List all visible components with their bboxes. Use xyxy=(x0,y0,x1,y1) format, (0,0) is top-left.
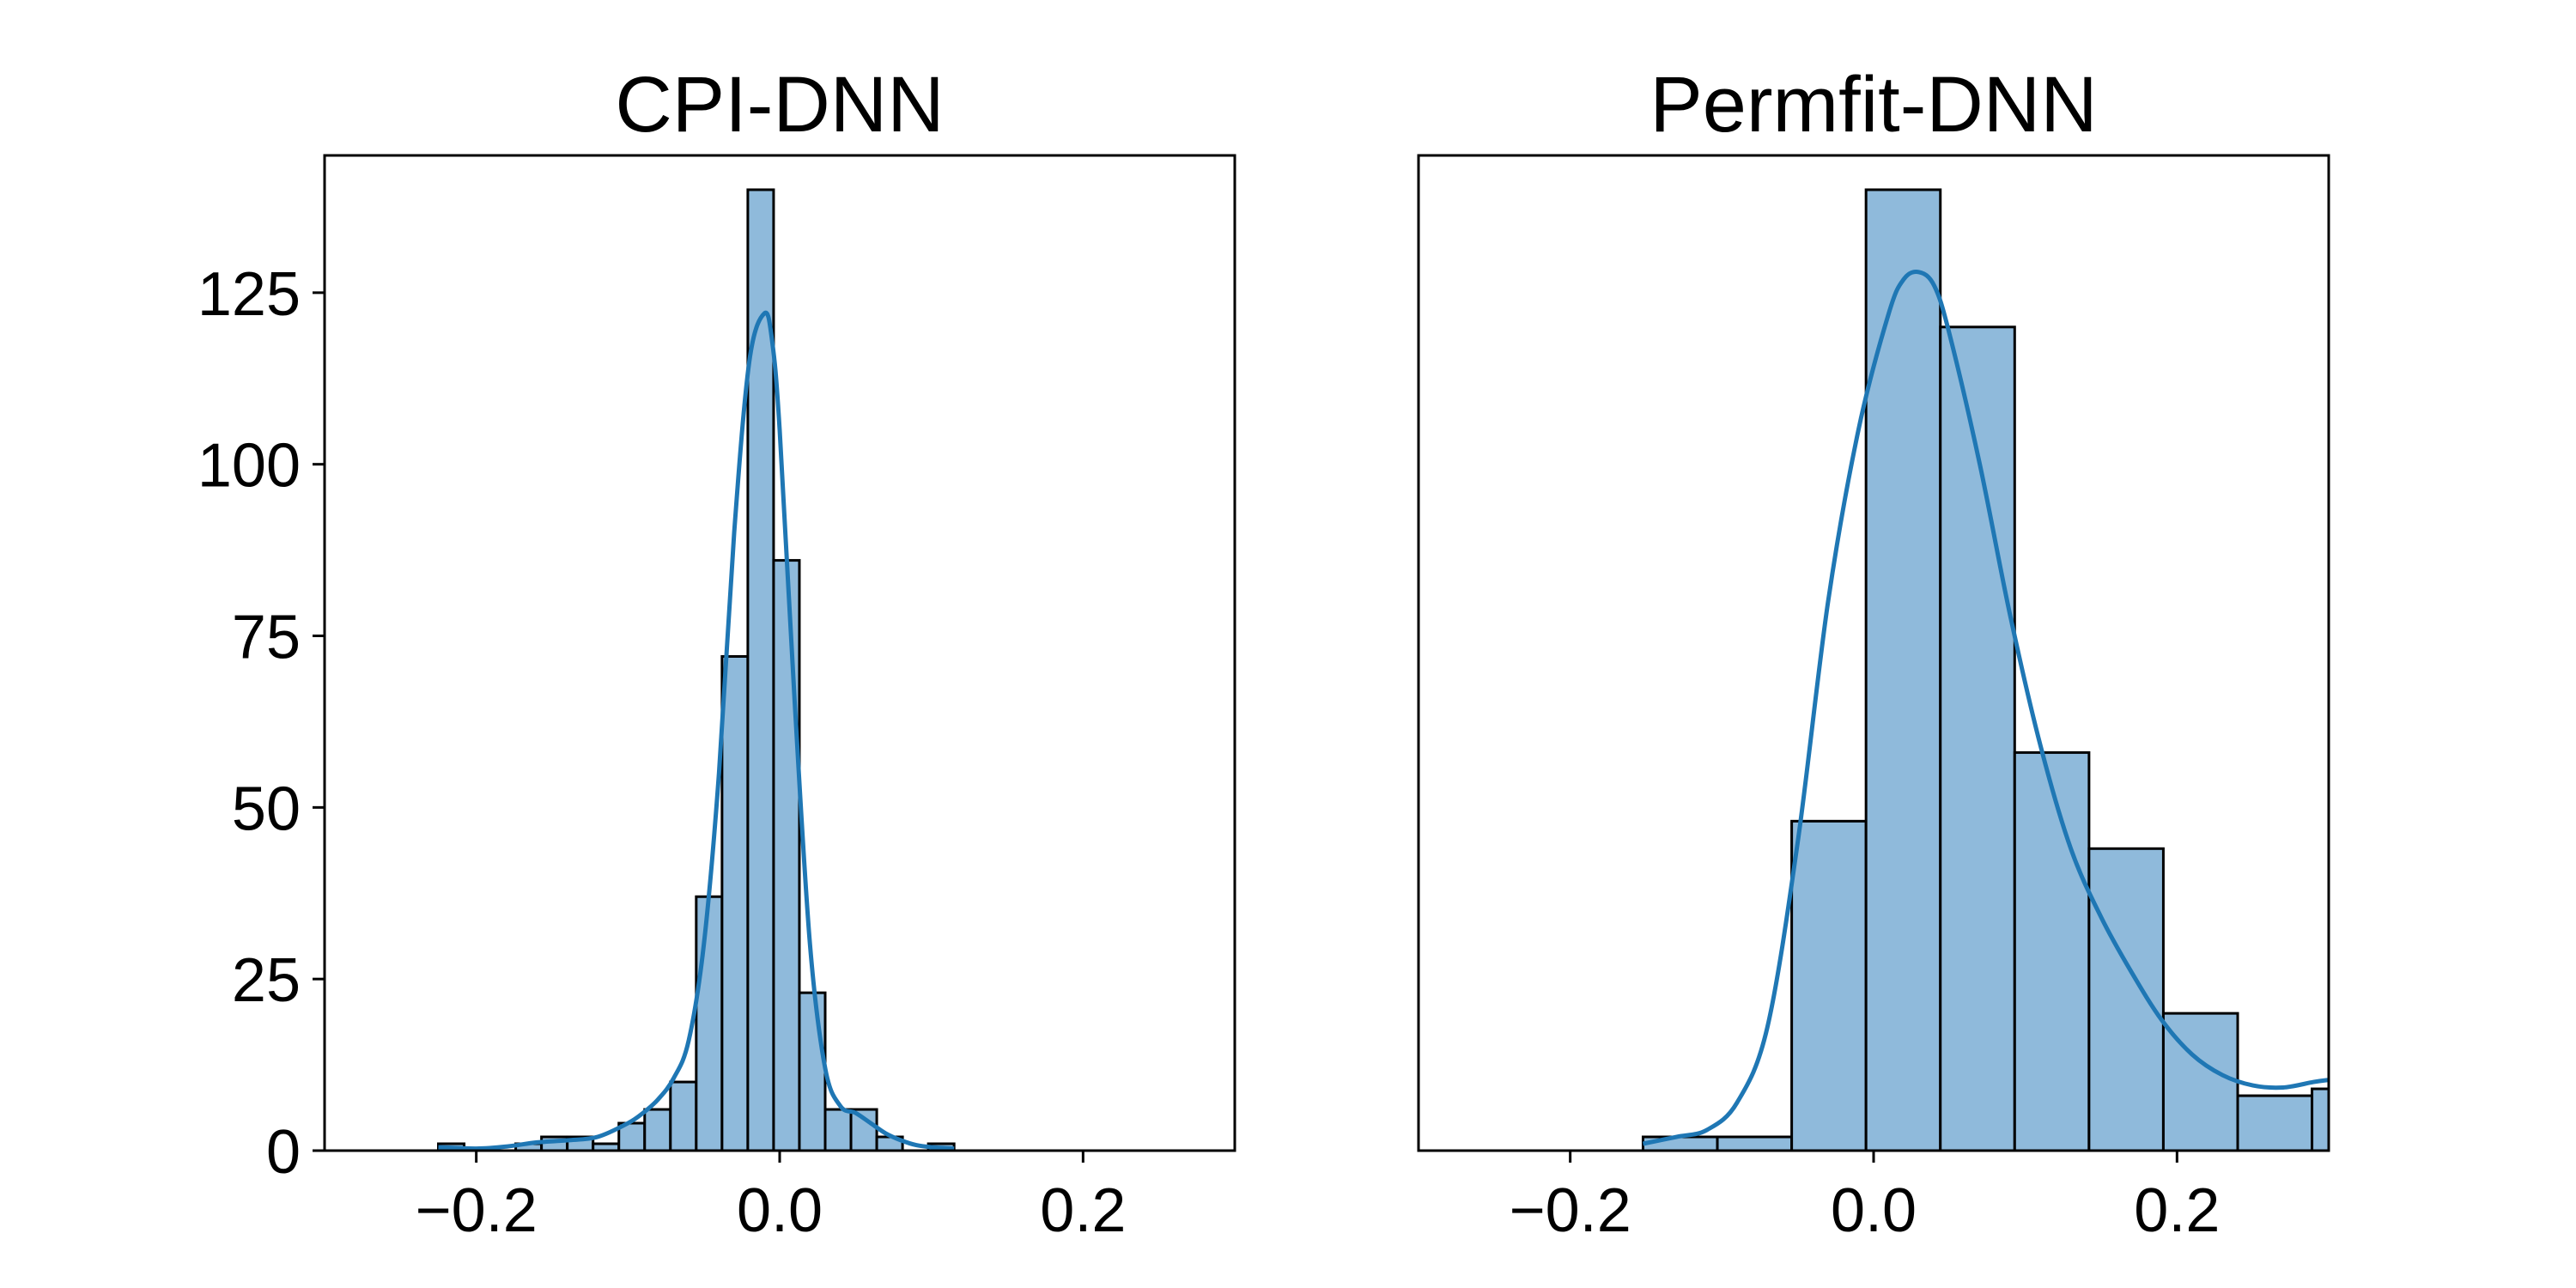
cpi-dnn-panel: CPI-DNN −0.2 0.0 0.2 0 25 50 75 100 125 xyxy=(197,61,1236,1245)
permfit-dnn-x-tick-label: −0.2 xyxy=(1510,1176,1631,1245)
cpi-dnn-kde-line xyxy=(438,310,955,1151)
cpi-dnn-y-tick-label: 25 xyxy=(232,946,301,1015)
permfit-dnn-bar-2 xyxy=(1790,819,1868,1152)
permfit-dnn-bar-9 xyxy=(2311,1087,2330,1152)
permfit-dnn-bar-5 xyxy=(2013,750,2091,1152)
permfit-dnn-title: Permfit-DNN xyxy=(1649,61,2097,149)
permfit-dnn-x-axis: −0.2 0.0 0.2 xyxy=(1510,1151,2220,1245)
cpi-dnn-x-tick-label: 0.2 xyxy=(1040,1176,1126,1245)
permfit-dnn-bars xyxy=(1641,188,2330,1152)
cpi-dnn-bar-10 xyxy=(695,895,724,1152)
permfit-dnn-kde-line xyxy=(1642,269,2330,1146)
cpi-dnn-bar-9 xyxy=(669,1080,698,1152)
cpi-dnn-x-axis: −0.2 0.0 0.2 xyxy=(416,1151,1126,1245)
permfit-dnn-bar-8 xyxy=(2236,1094,2314,1152)
cpi-dnn-y-tick-label: 75 xyxy=(232,604,301,672)
permfit-dnn-bar-0 xyxy=(1641,1135,1719,1152)
permfit-dnn-panel: Permfit-DNN −0.2 0.0 0.2 xyxy=(1417,61,2330,1245)
permfit-dnn-bar-3 xyxy=(1864,188,1942,1152)
permfit-dnn-x-tick-label: 0.2 xyxy=(2134,1176,2220,1245)
cpi-dnn-y-tick-label: 0 xyxy=(266,1118,301,1187)
cpi-dnn-bars xyxy=(437,188,956,1152)
cpi-dnn-bar-15 xyxy=(823,1108,853,1152)
permfit-dnn-x-tick-label: 0.0 xyxy=(1831,1176,1917,1245)
cpi-dnn-y-tick-label: 50 xyxy=(232,775,301,843)
cpi-dnn-x-tick-label: 0.0 xyxy=(737,1176,823,1245)
permfit-dnn-bar-1 xyxy=(1716,1135,1794,1152)
cpi-dnn-bar-11 xyxy=(720,654,750,1152)
cpi-dnn-y-tick-label: 125 xyxy=(197,260,301,329)
cpi-dnn-bar-16 xyxy=(849,1108,878,1152)
cpi-dnn-bar-8 xyxy=(643,1108,672,1152)
cpi-dnn-y-tick-label: 100 xyxy=(197,432,301,501)
cpi-dnn-bar-14 xyxy=(798,991,827,1152)
cpi-dnn-title: CPI-DNN xyxy=(615,61,944,149)
cpi-dnn-y-axis: 0 25 50 75 100 125 xyxy=(197,260,325,1187)
cpi-dnn-bar-13 xyxy=(772,559,801,1152)
permfit-dnn-bar-6 xyxy=(2087,847,2165,1152)
cpi-dnn-x-tick-label: −0.2 xyxy=(416,1176,538,1245)
